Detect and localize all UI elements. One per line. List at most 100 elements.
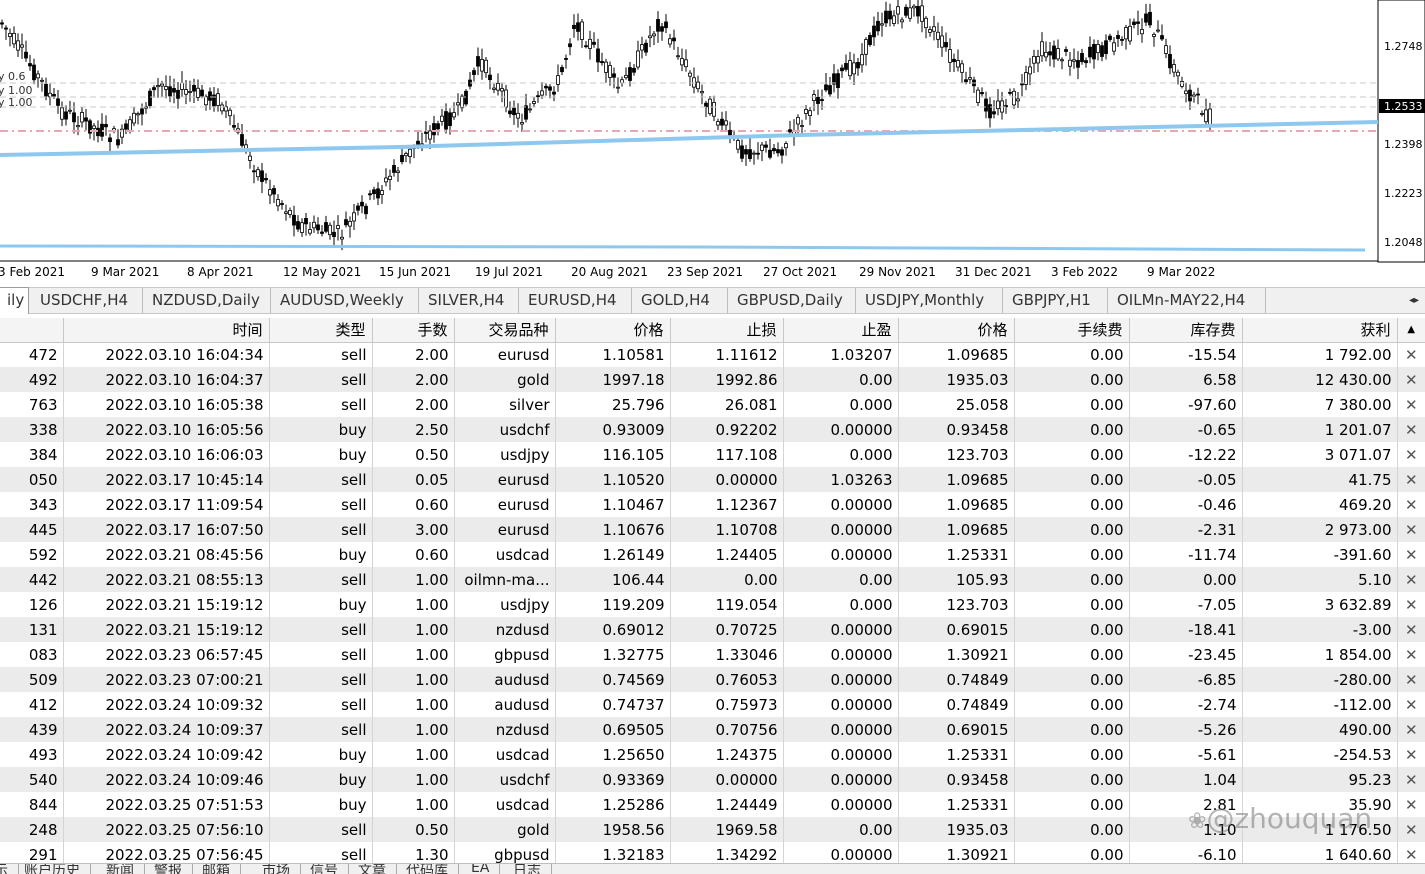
candle-body [692, 77, 696, 88]
scroll-up-icon[interactable]: ▲ [1397, 318, 1425, 343]
column-header[interactable]: 价格 [898, 318, 1015, 343]
tab-usdjpy-monthly[interactable]: USDJPY,Monthly [856, 288, 1003, 313]
terminal-tab[interactable]: 市场 [262, 864, 301, 874]
close-order-icon[interactable]: ✕ [1404, 595, 1418, 614]
table-row[interactable]: 445 2022.03.17 16:07:50 sell 3.00 eurusd 1.10… [0, 517, 1425, 542]
table-row[interactable]: 248 2022.03.25 07:56:10 sell 0.50 gold 1958.5… [0, 817, 1425, 842]
candle-body [344, 219, 348, 226]
candle-body [1044, 51, 1048, 58]
terminal-tab[interactable]: 账户历史 [24, 864, 91, 874]
terminal-tab[interactable]: 代码库 [406, 864, 459, 874]
column-header[interactable]: 交易品种 [454, 318, 556, 343]
column-header[interactable]: 类型 [269, 318, 373, 343]
table-row[interactable]: 131 2022.03.21 15:19:12 sell 1.00 nzdusd 0.69… [0, 617, 1425, 642]
terminal-tab[interactable]: EA [471, 864, 501, 874]
column-header[interactable]: 价格 [555, 318, 671, 343]
table-row[interactable]: 472 2022.03.10 16:04:34 sell 2.00 eurusd 1.10… [0, 342, 1425, 367]
table-cell: 2.50 [372, 417, 455, 442]
close-order-icon[interactable]: ✕ [1397, 717, 1425, 742]
close-order-icon[interactable]: ✕ [1404, 795, 1418, 814]
tab-usdchf-h4[interactable]: USDCHF,H4 [31, 288, 143, 313]
column-header[interactable] [0, 318, 64, 343]
close-order-icon[interactable]: ✕ [1404, 445, 1418, 464]
terminal-tab[interactable]: 信号 [310, 864, 349, 874]
table-row[interactable]: 343 2022.03.17 11:09:54 sell 0.60 eurusd 1.10… [0, 492, 1425, 517]
price-chart[interactable]: y 0.6 y 1.00 y 1.00 1.2748 1.2398 1.2223… [0, 0, 1425, 287]
table-cell: 0.00 [1014, 742, 1130, 767]
tab-eurusd-h4[interactable]: EURUSD,H4 [519, 288, 632, 313]
chart-canvas[interactable]: y 0.6 y 1.00 y 1.00 1.2748 1.2398 1.2223… [0, 0, 1425, 287]
tab-silver-h4[interactable]: SILVER,H4 [419, 288, 519, 313]
close-order-icon[interactable]: ✕ [1397, 417, 1425, 442]
table-row[interactable]: 291 2022.03.25 07:56:45 sell 1.30 gbpusd 1.32… [0, 842, 1425, 863]
close-order-icon[interactable]: ✕ [1397, 617, 1425, 642]
close-order-icon[interactable]: ✕ [1404, 345, 1418, 364]
candle-body [672, 37, 676, 42]
column-header[interactable]: 库存费 [1129, 318, 1243, 343]
terminal-tab[interactable]: 邮箱 [202, 864, 241, 874]
close-order-icon[interactable]: ✕ [1397, 467, 1425, 492]
close-order-icon[interactable]: ✕ [1404, 495, 1418, 514]
close-order-icon[interactable]: ✕ [1404, 845, 1418, 864]
tab-gbpusd-daily[interactable]: GBPUSD,Daily [728, 288, 856, 313]
candle-body [188, 91, 192, 93]
tab-gold-h4[interactable]: GOLD,H4 [632, 288, 728, 313]
column-header[interactable]: 手续费 [1014, 318, 1130, 343]
table-row[interactable]: 492 2022.03.10 16:04:37 sell 2.00 gold 1997.1… [0, 367, 1425, 392]
table-cell: 2022.03.21 15:19:12 [63, 617, 270, 642]
table-cell: 0.00 [1014, 767, 1130, 792]
column-header[interactable]: 时间 [63, 318, 270, 343]
terminal-tab[interactable]: 新闻 [106, 864, 145, 874]
table-row[interactable]: 412 2022.03.24 10:09:32 sell 1.00 audusd 0.74… [0, 692, 1425, 717]
candle-body [304, 218, 308, 225]
column-header[interactable]: 止损 [670, 318, 784, 343]
table-row[interactable]: 050 2022.03.17 10:45:14 sell 0.05 eurusd 1.10… [0, 467, 1425, 492]
close-order-icon[interactable]: ✕ [1397, 667, 1425, 692]
close-order-icon[interactable]: ✕ [1397, 567, 1425, 592]
close-order-icon[interactable]: ✕ [1404, 695, 1418, 714]
table-row[interactable]: 509 2022.03.23 07:00:21 sell 1.00 audusd 0.74… [0, 667, 1425, 692]
close-order-icon[interactable]: ✕ [1397, 367, 1425, 392]
terminal-tab[interactable]: 日志 [513, 864, 552, 874]
table-cell: 0.000 [783, 592, 899, 617]
close-order-icon[interactable]: ✕ [1397, 517, 1425, 542]
close-order-icon[interactable]: ✕ [1397, 767, 1425, 792]
tab-gbpjpy-h1[interactable]: GBPJPY,H1 [1003, 288, 1108, 313]
table-cell: 0.00 [1014, 842, 1130, 863]
candle-body [1064, 49, 1068, 52]
terminal-tab[interactable]: 示 [0, 864, 19, 874]
close-order-icon[interactable]: ✕ [1404, 545, 1418, 564]
table-row[interactable]: 442 2022.03.21 08:55:13 sell 1.00 oilmn-ma..… [0, 567, 1425, 592]
close-order-icon[interactable]: ✕ [1404, 645, 1418, 664]
table-row[interactable]: 126 2022.03.21 15:19:12 buy 1.00 usdjpy 119.2… [0, 592, 1425, 617]
table-row[interactable]: 844 2022.03.25 07:51:53 buy 1.00 usdcad 1.252… [0, 792, 1425, 817]
table-row[interactable]: 763 2022.03.10 16:05:38 sell 2.00 silver 25.7… [0, 392, 1425, 417]
scroll-arrows-icon[interactable]: ◂▸ [1408, 295, 1420, 306]
candle-body [1140, 29, 1144, 35]
terminal-tab[interactable]: 文章 [358, 864, 397, 874]
column-header[interactable]: 获利 [1242, 318, 1398, 343]
tab-nzdusd-daily[interactable]: NZDUSD,Daily [143, 288, 271, 313]
tab-audusd-weekly[interactable]: AUDUSD,Weekly [271, 288, 419, 313]
close-order-icon[interactable]: ✕ [1404, 745, 1418, 764]
table-row[interactable]: 493 2022.03.24 10:09:42 buy 1.00 usdcad 1.256… [0, 742, 1425, 767]
table-row[interactable]: 384 2022.03.10 16:06:03 buy 0.50 usdjpy 116.1… [0, 442, 1425, 467]
table-cell: 0.00000 [783, 492, 899, 517]
tab-oilmn-may22-h4[interactable]: OILMn-MAY22,H4 [1108, 288, 1266, 313]
table-row[interactable]: 439 2022.03.24 10:09:37 sell 1.00 nzdusd 0.69… [0, 717, 1425, 742]
close-order-icon[interactable]: ✕ [1397, 817, 1425, 842]
table-row[interactable]: 592 2022.03.21 08:45:56 buy 0.60 usdcad 1.261… [0, 542, 1425, 567]
table-cell: audusd [454, 667, 556, 692]
terminal-tab[interactable]: 警报 [154, 864, 193, 874]
candle-body [268, 189, 272, 196]
column-header[interactable]: 手数 [372, 318, 455, 343]
tab-chart-daily[interactable]: ily [0, 287, 29, 314]
candle-body [168, 86, 172, 97]
column-header[interactable]: 止盈 [783, 318, 899, 343]
close-order-icon[interactable]: ✕ [1404, 395, 1418, 414]
candle-body [444, 111, 448, 130]
table-row[interactable]: 540 2022.03.24 10:09:46 buy 1.00 usdchf 0.933… [0, 767, 1425, 792]
table-row[interactable]: 083 2022.03.23 06:57:45 sell 1.00 gbpusd 1.32… [0, 642, 1425, 667]
table-row[interactable]: 338 2022.03.10 16:05:56 buy 2.50 usdchf 0.930… [0, 417, 1425, 442]
watermark: ❀@zhouquan [1188, 802, 1372, 835]
